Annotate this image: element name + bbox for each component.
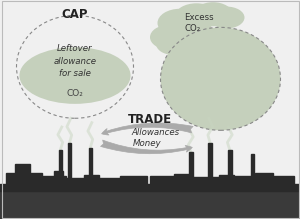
Ellipse shape	[208, 7, 244, 28]
Ellipse shape	[150, 25, 186, 49]
Bar	[88, 148, 92, 188]
Bar	[174, 174, 192, 188]
Bar	[42, 176, 66, 188]
Bar	[120, 176, 147, 188]
Bar	[84, 175, 99, 188]
Bar	[234, 176, 255, 188]
Ellipse shape	[159, 19, 198, 45]
Bar	[99, 178, 120, 188]
Ellipse shape	[158, 9, 202, 37]
Text: Leftover
allowance
for sale: Leftover allowance for sale	[53, 44, 97, 78]
Ellipse shape	[160, 27, 280, 130]
Ellipse shape	[156, 33, 189, 55]
Bar	[54, 171, 63, 176]
Text: CO₂: CO₂	[67, 88, 83, 98]
Bar	[58, 150, 62, 188]
Bar	[208, 143, 212, 188]
Ellipse shape	[164, 30, 202, 54]
Bar	[250, 154, 254, 188]
Bar	[192, 177, 219, 188]
Bar	[228, 150, 232, 188]
Bar	[6, 173, 42, 188]
Bar	[68, 143, 71, 188]
Bar	[66, 178, 84, 188]
Text: Excess
CO₂: Excess CO₂	[184, 13, 214, 33]
Bar	[189, 152, 193, 188]
Bar	[150, 176, 174, 188]
Text: CAP: CAP	[62, 8, 88, 21]
Text: Money: Money	[133, 139, 161, 148]
Bar	[15, 164, 30, 173]
Bar	[219, 175, 234, 188]
Ellipse shape	[20, 47, 130, 104]
Bar	[255, 173, 273, 188]
Ellipse shape	[169, 16, 211, 41]
Text: Allowances: Allowances	[132, 128, 180, 137]
Ellipse shape	[175, 3, 218, 30]
Ellipse shape	[194, 2, 232, 26]
Text: TRADE: TRADE	[128, 113, 172, 126]
Bar	[273, 176, 294, 188]
